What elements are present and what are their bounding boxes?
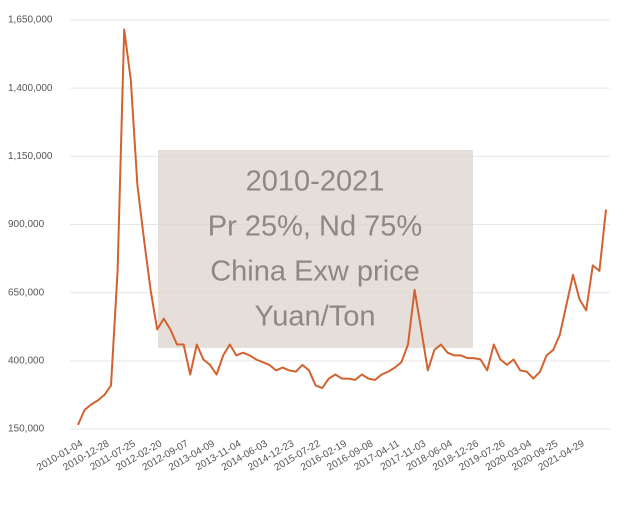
- annotation-line: 2010-2021: [246, 166, 385, 198]
- annotation-line: Pr 25%, Nd 75%: [208, 211, 422, 243]
- y-tick-label: 1,150,000: [8, 151, 53, 162]
- y-tick-label: 150,000: [8, 424, 45, 435]
- y-tick-label: 400,000: [8, 355, 45, 366]
- y-tick-label: 1,650,000: [8, 15, 53, 26]
- annotation-box: [158, 150, 473, 348]
- y-tick-label: 650,000: [8, 287, 45, 298]
- price-line: [77, 28, 607, 426]
- annotation-line: Yuan/Ton: [255, 301, 376, 333]
- annotation-line: China Exw price: [210, 256, 420, 288]
- annotation: 2010-2021 Pr 25%, Nd 75% China Exw price Yu…: [208, 166, 422, 333]
- y-tick-label: 1,400,000: [8, 83, 53, 94]
- y-tick-label: 900,000: [8, 219, 45, 230]
